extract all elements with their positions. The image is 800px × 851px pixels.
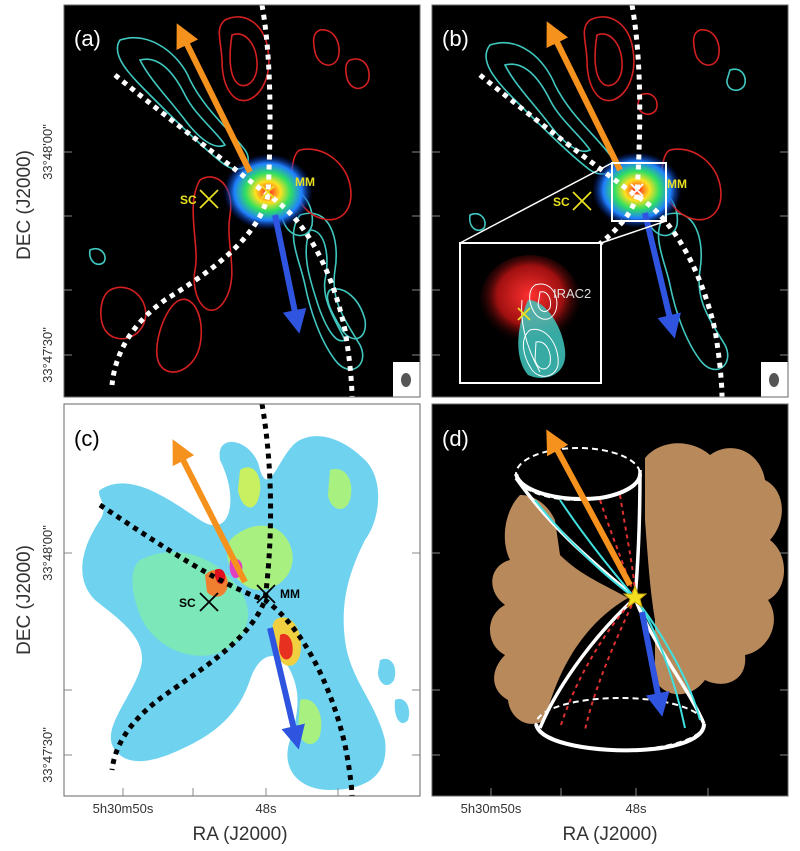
panel-b-sc-marker <box>572 191 592 211</box>
panel-b-tag: (b) <box>442 26 469 51</box>
panel-a-frame <box>63 4 421 398</box>
panel-a-sc-marker <box>199 189 219 209</box>
panel-c-xtick-left: 5h30m50s <box>93 801 154 816</box>
panel-b: SC MM IRAC2 <box>431 4 789 398</box>
panel-a-sc-label: SC <box>180 193 197 207</box>
panel-a-mm-label: MM <box>295 175 315 189</box>
inset-irac2-label: IRAC2 <box>553 286 591 301</box>
panel-c-frame <box>63 403 421 797</box>
panel-d-cavity-walls <box>490 443 785 724</box>
panel-b-zoom-connector-top <box>459 162 613 244</box>
panel-c-ytick-bottom: 33°47'30" <box>40 727 55 783</box>
panel-b-mm-marker <box>630 183 644 197</box>
panel-d-protostar-star-icon <box>622 584 648 609</box>
panel-a-ytick-bottom: 33°47'30" <box>40 327 55 383</box>
panel-c-mm-marker <box>256 584 276 604</box>
panel-d-top-rim <box>514 473 642 501</box>
inset-sc-marker <box>517 307 531 321</box>
panel-c-x-axis-label: RA (J2000) <box>192 824 287 845</box>
panel-a-redshift-arrow <box>176 23 253 174</box>
panel-c-blueshift-arrow <box>267 627 305 750</box>
panel-b-inset: IRAC2 <box>459 242 602 384</box>
panel-b-frame <box>431 4 789 398</box>
panel-a-mm-marker <box>261 185 275 199</box>
panel-c-mm-label: MM <box>280 587 300 601</box>
panel-a-beam <box>401 373 411 387</box>
panel-a-y-axis-label: DEC (J2000) <box>14 150 35 260</box>
panel-c-y-axis-label: DEC (J2000) <box>14 545 35 655</box>
panel-b-blueshift-arrow <box>642 212 681 339</box>
panel-d-xtick-left: 5h30m50s <box>461 801 522 816</box>
panel-c-redshift-arrow <box>172 439 248 584</box>
panel-c-ytick-top: 33°48'00" <box>40 525 55 581</box>
panel-d-xtick-mid: 48s <box>626 801 647 816</box>
panel-d-frame <box>431 403 789 797</box>
panel-c-velocity-map <box>82 436 410 790</box>
panel-d-bottom-rim <box>534 723 706 753</box>
panel-a-tag: (a) <box>74 26 101 51</box>
panel-c-cavity-outline <box>98 404 355 796</box>
panel-d-x-axis-label: RA (J2000) <box>562 824 657 845</box>
panel-c: SC MM (c) <box>63 403 421 797</box>
panel-a-cavity-outline <box>109 5 355 397</box>
tick-marks <box>64 151 788 796</box>
panel-d-tag: (d) <box>442 426 469 451</box>
panel-b-redshift-arrow <box>546 21 623 172</box>
panel-b-zoom-connector-bottom <box>600 220 667 244</box>
panel-a-blueshift-arrow <box>272 214 307 334</box>
panel-d-redshift-arrow <box>546 429 633 587</box>
panel-b-beam <box>769 373 779 387</box>
panel-c-sc-label: SC <box>179 596 196 610</box>
panel-c-sc-marker <box>199 592 219 612</box>
panel-d: (d) <box>431 403 789 797</box>
panel-b-zoom-box <box>611 162 667 222</box>
panel-a-ytick-top: 33°48'00" <box>40 124 55 180</box>
inset-irac2-contours <box>521 283 559 377</box>
panel-c-xtick-mid: 48s <box>256 801 277 816</box>
panel-d-blueshift-arrow <box>639 611 670 717</box>
panel-c-tag: (c) <box>74 426 100 451</box>
panel-b-sc-label: SC <box>553 195 570 209</box>
panel-a: SC MM (a) <box>63 4 421 398</box>
panel-b-mm-label: MM <box>667 177 687 191</box>
